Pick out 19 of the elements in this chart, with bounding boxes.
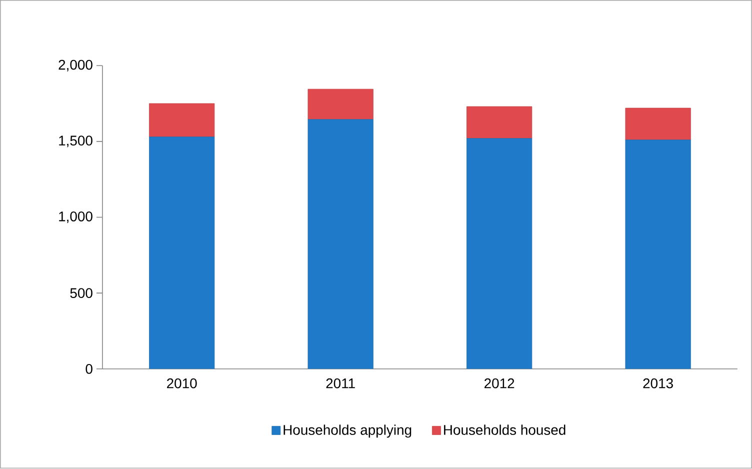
y-tick-label: 1,500 bbox=[59, 136, 92, 148]
y-tick-label: 2,000 bbox=[58, 60, 92, 72]
x-tick-label: 2011 bbox=[326, 378, 355, 389]
x-tick-label: 2012 bbox=[484, 378, 514, 389]
bar bbox=[625, 108, 691, 140]
legend-label: Households applying bbox=[284, 424, 412, 438]
y-tick-label: 0 bbox=[86, 364, 92, 374]
bar bbox=[308, 119, 374, 370]
y-tick-label: 500 bbox=[70, 288, 92, 298]
bar bbox=[149, 104, 215, 138]
bar bbox=[466, 138, 532, 370]
bar bbox=[466, 106, 532, 139]
x-tick-label: 2013 bbox=[643, 378, 673, 389]
bar bbox=[308, 89, 374, 120]
legend-label: Households housed bbox=[444, 424, 566, 436]
bar bbox=[149, 136, 215, 370]
bar bbox=[625, 140, 691, 370]
y-tick-label: 1,000 bbox=[59, 212, 92, 224]
x-tick-label: 2010 bbox=[167, 378, 197, 389]
